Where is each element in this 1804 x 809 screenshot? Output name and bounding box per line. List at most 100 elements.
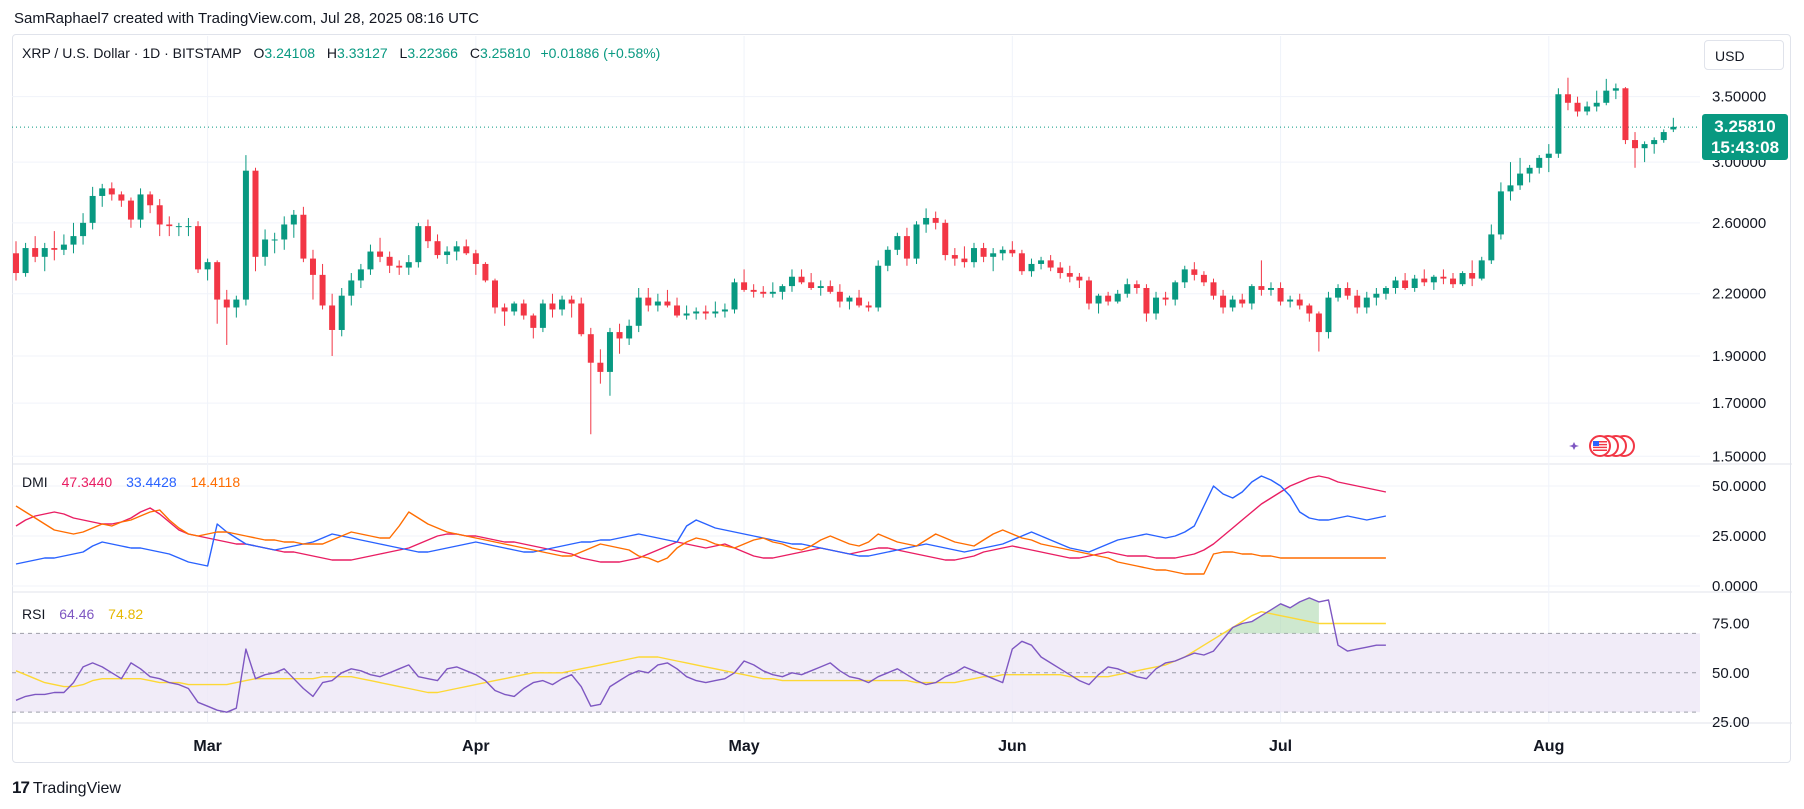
candle-body <box>1536 157 1543 168</box>
candle-body <box>1057 267 1064 274</box>
candle-body <box>51 248 58 250</box>
candle-body <box>779 286 786 292</box>
dmi-plus-value: 33.4428 <box>126 474 177 490</box>
grid-layer <box>12 36 1792 724</box>
candle-body <box>41 248 48 257</box>
rsi-tick-label: 50.00 <box>1712 665 1750 682</box>
candle-body <box>798 276 805 283</box>
high-label: H <box>326 45 338 61</box>
candle-body <box>319 274 326 306</box>
candle-body <box>1296 299 1303 306</box>
candle-body <box>13 253 19 274</box>
rsi-legend[interactable]: RSI 64.46 74.82 <box>22 606 145 622</box>
candle-body <box>1267 287 1274 290</box>
candle-body <box>1287 299 1294 302</box>
candle-body <box>1651 140 1658 145</box>
candle-body <box>1258 286 1265 290</box>
price-tick-label: 1.70000 <box>1712 395 1766 412</box>
candle-body <box>166 224 173 227</box>
candle-body <box>1526 167 1533 174</box>
candle-body <box>884 249 891 266</box>
candle-body <box>1028 263 1035 272</box>
candle-body <box>309 258 316 275</box>
candle-body <box>731 282 738 310</box>
high-value: 3.33127 <box>337 45 388 61</box>
candle-body <box>1248 286 1255 304</box>
price-tick-label: 1.50000 <box>1712 448 1766 465</box>
low-label: L <box>399 45 408 61</box>
candle-body <box>664 301 671 306</box>
candle-body <box>1047 260 1054 268</box>
candle-body <box>377 251 384 257</box>
candle-body <box>1641 144 1648 149</box>
candle-body <box>281 224 288 240</box>
chart-frame[interactable] <box>12 34 1791 763</box>
candle-body <box>1344 287 1351 296</box>
candle-body <box>1325 297 1332 333</box>
candle-body <box>865 305 872 308</box>
candle-body <box>990 253 997 257</box>
candle-body <box>424 226 431 242</box>
candle-body <box>453 246 460 252</box>
candle-body <box>712 311 719 314</box>
candle-body <box>1440 276 1447 279</box>
candle-body <box>1612 88 1619 91</box>
close-label: C <box>469 45 480 61</box>
candle-body <box>951 255 958 259</box>
rsi-tick-label: 75.00 <box>1712 616 1750 633</box>
candle-body <box>1315 313 1322 333</box>
star-icon <box>1569 442 1579 450</box>
candle-body <box>434 241 441 256</box>
price-tick-label: 2.60000 <box>1712 215 1766 232</box>
candle-body <box>1622 88 1629 141</box>
candle-body <box>511 303 518 312</box>
candle-body <box>645 297 652 306</box>
tradingview-logo[interactable]: 17 TradingView <box>12 778 121 798</box>
candle-body <box>1545 153 1552 158</box>
symbol-legend[interactable]: XRP / U.S. Dollar · 1D · BITSTAMP O3.241… <box>22 45 662 61</box>
dmi-label: DMI <box>22 474 48 490</box>
candle-body <box>971 248 977 263</box>
candle-body <box>1124 284 1131 294</box>
candle-body <box>741 282 748 290</box>
dmi-minus-line <box>15 505 1386 575</box>
candle-body <box>1143 287 1150 314</box>
candle-body <box>961 258 968 263</box>
candle-body <box>817 286 824 288</box>
x-tick-label: May <box>729 738 760 755</box>
candle-body <box>300 214 307 259</box>
tradingview-logo-icon: 17 <box>12 778 30 797</box>
candle-body <box>147 194 154 206</box>
candle-body <box>654 301 661 306</box>
candle-body <box>1363 297 1370 308</box>
x-tick-label: Mar <box>193 738 221 755</box>
candle-body <box>1450 278 1456 285</box>
last-price-badge: 3.25810 15:43:08 <box>1702 114 1788 160</box>
candle-body <box>1191 269 1198 275</box>
candle-body <box>1555 94 1562 154</box>
candle-body <box>1421 278 1428 283</box>
candle-body <box>1133 284 1140 288</box>
dmi-legend[interactable]: DMI 47.3440 33.4428 14.4118 <box>22 474 242 490</box>
us-flag-event-icons[interactable] <box>1568 434 1648 458</box>
candle-body <box>22 248 29 274</box>
candle-body <box>1517 173 1524 186</box>
price-tick-label: 2.20000 <box>1712 286 1766 303</box>
candle-layer <box>13 77 1677 435</box>
candle-body <box>1162 297 1169 300</box>
candle-body <box>405 262 412 268</box>
dmi-tick-label: 25.0000 <box>1712 528 1766 545</box>
candle-body <box>1105 295 1112 302</box>
candle-body <box>674 305 681 316</box>
candle-body <box>606 332 613 372</box>
currency-button[interactable]: USD <box>1704 40 1784 70</box>
rsi-line <box>15 597 1386 713</box>
candle-body <box>472 253 479 264</box>
candle-body <box>530 315 537 328</box>
candle-body <box>271 239 278 241</box>
candle-body <box>923 217 930 225</box>
candle-body <box>482 263 489 281</box>
candle-body <box>127 200 134 220</box>
dmi-layer <box>15 475 1387 575</box>
